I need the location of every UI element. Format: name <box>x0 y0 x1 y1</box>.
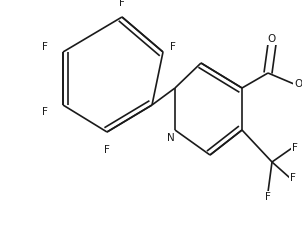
Text: OH: OH <box>294 79 302 89</box>
Text: F: F <box>119 0 125 8</box>
Text: N: N <box>167 133 175 143</box>
Text: F: F <box>292 143 298 153</box>
Text: F: F <box>104 145 110 155</box>
Text: O: O <box>268 34 276 44</box>
Text: F: F <box>265 192 271 202</box>
Text: F: F <box>42 107 48 117</box>
Text: F: F <box>170 42 176 52</box>
Text: F: F <box>42 42 48 52</box>
Text: F: F <box>290 173 296 183</box>
